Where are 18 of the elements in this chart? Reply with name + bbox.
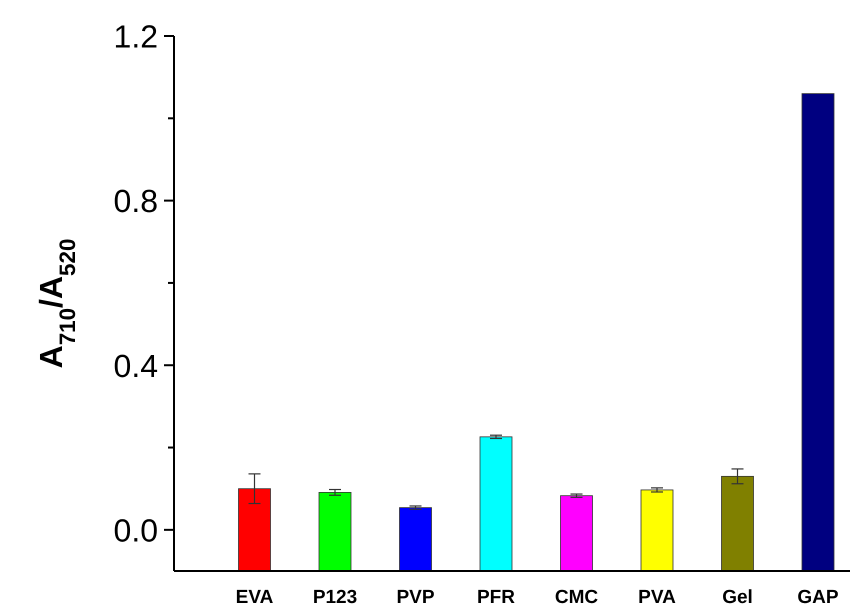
y-tick-label: 0.0	[114, 512, 158, 548]
y-tick-label: 0.4	[114, 348, 158, 384]
y-tick-label: 0.8	[114, 183, 158, 220]
x-tick-label: P123	[312, 587, 358, 608]
x-tick-label: EVA	[236, 587, 274, 608]
bar	[802, 93, 834, 572]
x-tick-label: GAP	[797, 587, 839, 608]
x-tick-label: PVP	[396, 587, 435, 608]
bar	[640, 490, 674, 572]
x-tick-label: CMC	[554, 587, 598, 608]
x-tick-label: PFR	[477, 587, 516, 608]
bar	[318, 492, 352, 572]
bar	[480, 436, 512, 572]
bar	[560, 495, 593, 572]
x-tick-label: Gel	[722, 587, 753, 608]
x-tick-label: PVA	[638, 587, 676, 608]
bar	[399, 507, 432, 572]
y-tick-label: 1.2	[114, 18, 158, 55]
